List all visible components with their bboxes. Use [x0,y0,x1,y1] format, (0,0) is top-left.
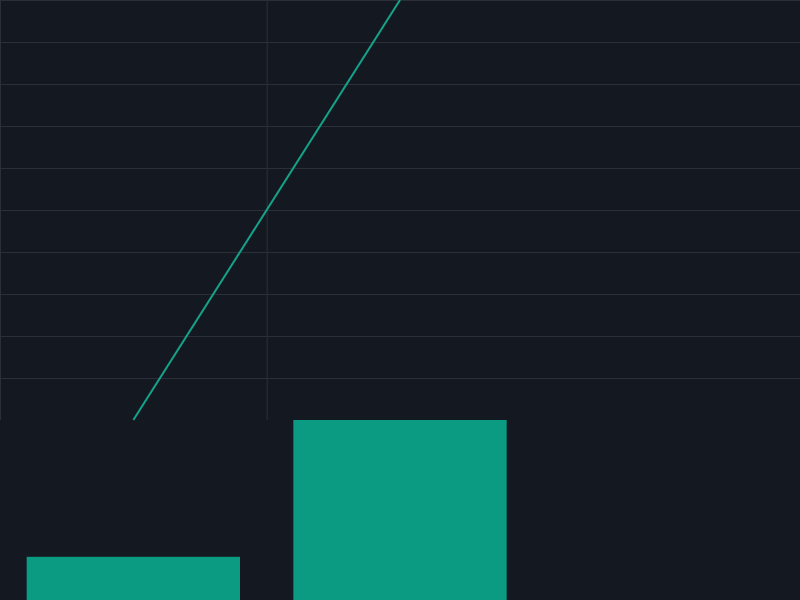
series-line [132,0,401,421]
bar-chart-panel [26,420,507,600]
bar [293,420,507,600]
line-chart-series [132,0,401,421]
bar-chart-bars [26,420,507,600]
line-chart-gridlines [0,0,800,420]
line-chart-panel [0,0,800,421]
bar [26,556,240,600]
